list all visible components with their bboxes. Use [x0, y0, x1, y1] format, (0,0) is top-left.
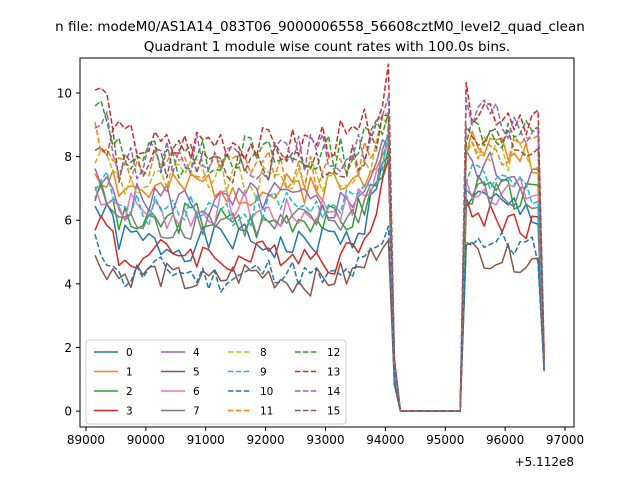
- legend-label-2: 2: [126, 386, 133, 398]
- y-axis: 0 2 4 6 8 10: [57, 86, 80, 419]
- series-line-9: [94, 126, 545, 412]
- x-tick-label: 89000: [67, 433, 105, 447]
- legend-label-9: 9: [260, 367, 267, 379]
- series-line-3: [94, 158, 545, 412]
- series-line-6: [94, 137, 545, 412]
- legend-label-6: 6: [193, 386, 200, 398]
- y-tick-label: 6: [64, 214, 72, 228]
- series-line-0: [94, 156, 545, 412]
- x-offset-label: +5.112e8: [515, 455, 574, 469]
- y-tick-label: 10: [57, 86, 72, 100]
- series-line-7: [94, 133, 545, 412]
- axes-frame: [79, 57, 575, 428]
- x-tick-label: 97000: [546, 433, 584, 447]
- series-line-13: [94, 63, 545, 412]
- legend-label-3: 3: [126, 406, 133, 418]
- y-tick-label: 4: [64, 277, 72, 291]
- legend-label-14: 14: [327, 386, 341, 398]
- x-tick-label: 92000: [247, 433, 285, 447]
- legend-label-10: 10: [260, 386, 273, 398]
- legend-label-8: 8: [260, 347, 267, 359]
- x-tick-label: 90000: [127, 433, 165, 447]
- x-tick-label: 96000: [486, 433, 524, 447]
- legend-label-0: 0: [126, 347, 133, 359]
- legend-label-4: 4: [193, 347, 200, 359]
- legend-label-5: 5: [193, 367, 200, 379]
- y-tick-label: 2: [64, 341, 72, 355]
- x-tick-label: 95000: [426, 433, 464, 447]
- plot-lines: [94, 63, 545, 412]
- legend-label-1: 1: [126, 367, 133, 379]
- legend-frame: [85, 339, 347, 425]
- x-tick-label: 93000: [306, 433, 344, 447]
- legend-label-12: 12: [327, 347, 340, 359]
- legend-label-15: 15: [327, 406, 340, 418]
- series-line-1: [94, 130, 545, 412]
- series-line-11: [94, 111, 545, 412]
- x-axis: 89000 90000 91000 92000 93000 94000 95000 96000…: [67, 427, 584, 447]
- series-line-10: [94, 225, 545, 412]
- legend-label-11: 11: [260, 406, 273, 418]
- series-line-15: [94, 113, 545, 412]
- series-line-5: [94, 239, 545, 412]
- series-line-4: [94, 138, 545, 412]
- figure-suptitle: n file: modeM0/AS1A14_083T06_9000006558_…: [55, 19, 585, 35]
- legend-label-7: 7: [193, 406, 200, 418]
- legend-label-13: 13: [327, 367, 340, 379]
- y-tick-label: 8: [64, 150, 72, 164]
- y-tick-label: 0: [64, 405, 72, 419]
- x-tick-label: 91000: [187, 433, 225, 447]
- series-line-2: [94, 146, 545, 412]
- chart-title: Quadrant 1 module wise count rates with …: [144, 39, 510, 55]
- series-line-12: [94, 100, 545, 412]
- x-tick-label: 94000: [366, 433, 404, 447]
- series-line-14: [94, 96, 545, 412]
